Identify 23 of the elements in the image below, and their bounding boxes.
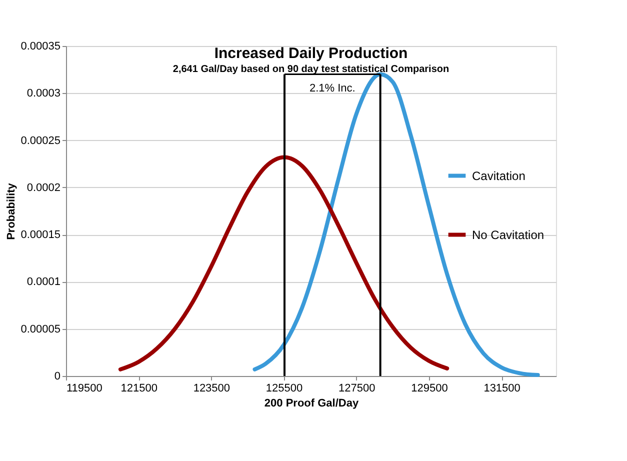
y-axis-title: Probability — [6, 182, 18, 240]
line-series — [118, 155, 450, 372]
y-tick-label: 0.00005 — [20, 323, 60, 336]
y-tick-label: 0.0001 — [26, 276, 60, 288]
y-tick-label: 0.00035 — [20, 40, 60, 52]
y-tick-label: 0.00015 — [20, 229, 60, 242]
x-axis-title: 200 Proof Gal/Day — [264, 398, 360, 410]
annotation: 2.1% Inc. — [309, 82, 356, 94]
y-tick-label: 0 — [54, 370, 60, 382]
legend-label: No Cavitation — [472, 228, 544, 242]
x-tick-label: 119500 — [66, 382, 102, 394]
text: 2,641 Gal/Day based on 90 day test statistical Comparison — [172, 64, 450, 75]
y-tick-label: 0.00025 — [20, 134, 60, 147]
x-tick-label: 131500 — [484, 382, 520, 394]
y-tick-label: 0.0003 — [26, 88, 60, 100]
x-tick-label: 123500 — [193, 382, 230, 394]
x-tick-label: 125500 — [266, 382, 303, 394]
y-tick-label: 0.0002 — [26, 182, 60, 194]
legend-label: Cavitation — [472, 168, 526, 183]
chart-title: Increased Daily Production — [214, 45, 408, 62]
x-tick-label: 127500 — [338, 382, 376, 394]
x-tick-label: 121500 — [120, 382, 158, 394]
x-tick-label: 129500 — [411, 382, 448, 394]
